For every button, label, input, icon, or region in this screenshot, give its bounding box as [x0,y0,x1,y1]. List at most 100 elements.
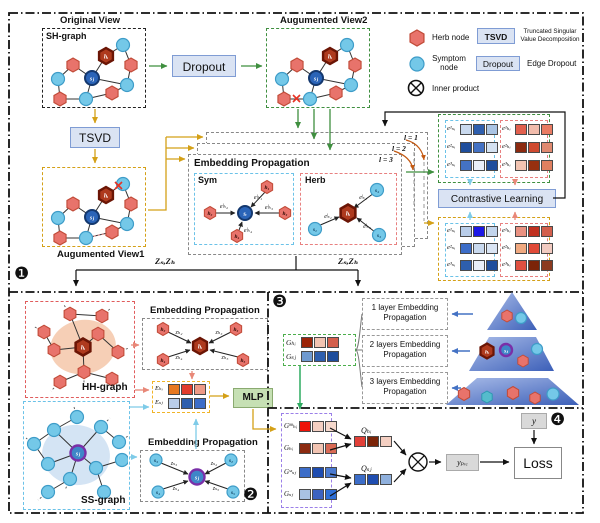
svg-text:zₕ₂: zₕ₂ [174,330,182,336]
svg-text:hᵢ: hᵢ [104,194,108,200]
embed-row [515,142,554,153]
qs-label: Qₛⱼ [361,464,372,473]
sym-title: Sym [198,175,218,185]
ep-hh-box: h₂ h₃ h₄ h₅ hᵢ zₕ₂ zₕ₃ zₕ₄ zₕ₅ [142,318,268,370]
embed-row [460,124,499,135]
z-label-left: Zₛ,Zₕ [155,256,176,266]
ss-graph-label: SS-graph [81,495,126,506]
svg-text:zₛ₂: zₛ₂ [210,461,217,467]
svg-text:zₕ₄: zₕ₄ [174,355,182,361]
svg-text:s₃: s₃ [153,458,158,464]
layer3-tag: l = 3 [379,155,393,164]
svg-text:zₛ₅: zₛ₅ [212,486,219,492]
svg-text:zₛ₃: zₛ₃ [170,461,177,467]
pyramid-arrows [451,311,473,391]
svg-text:eˡₛ₄: eˡₛ₄ [359,195,367,201]
fused-embeddings-box: Eₕᵢ Eₛⱼ [152,381,210,413]
view1-herb-embeddings: e¹ₕᵢ e²ₕᵢ e³ₕᵢ [500,223,553,277]
embed-row [168,398,207,409]
svg-text:s₅: s₅ [230,490,235,496]
ss-graph-box: sⱼ SS-graph [23,401,130,510]
ep-ss-box: s₃ s₂ s₄ s₅ sⱼ zₛ₃ zₛ₂ zₛ₄ zₛ₅ [140,450,245,502]
aug-view2-graph: hᵢ sⱼ [267,37,369,107]
embed-row [301,337,340,348]
pyramid-sj-label: sⱼ [503,349,508,355]
loss-box: Loss [514,447,562,479]
pyramid: hᵢ sⱼ [446,292,579,405]
svg-text:h₄: h₄ [235,234,240,240]
legend-inner-product-icon [407,79,425,97]
pyramid-sj-node [498,342,514,358]
original-view-box: SH-graph hᵢ sⱼ [42,28,146,108]
y-box: y [521,413,547,429]
legend-inner-product-label: Inner product [432,84,480,93]
svg-text:eˡₕ₁: eˡₕ₁ [254,195,262,201]
embed-row [299,489,338,500]
svg-text:h₅: h₅ [241,358,246,364]
svg-text:hᵢ: hᵢ [328,55,332,61]
svg-text:s₃: s₃ [376,233,381,239]
embed-row [301,351,340,362]
svg-text:s₂: s₂ [228,458,233,464]
herb-title: Herb [305,175,326,185]
view1-embeddings-box: e¹ₛᵢ e²ₛᵢ e³ₛᵢ e¹ₕᵢ e²ₕᵢ e³ₕᵢ [438,217,553,281]
embed-row [168,384,207,395]
ep-hh-title: Embedding Propagation [150,305,260,316]
g-embeddings-box: Gₕᵢ Gₛⱼ [283,334,356,366]
badge-1: ❶ [14,264,30,283]
svg-text:sᵢ: sᵢ [242,212,246,218]
pyramid-symptom-node [514,311,528,325]
svg-text:hᵢ: hᵢ [346,212,350,218]
svg-text:s₄: s₄ [374,188,379,194]
view2-sym-embeddings: e¹ₛᵢ e²ₛᵢ e³ₛᵢ [445,120,498,178]
embed-row [515,226,554,237]
view2-herb-embeddings: e¹ₕᵢ e²ₕᵢ e³ₕᵢ [500,120,553,178]
legend-symptom-icon [409,56,425,72]
layer1-tag: l = 1 [404,133,418,142]
embed-row [460,226,499,237]
qs-row [354,474,393,485]
aug-view2-box: hᵢ sⱼ [266,28,370,108]
hh-graph-label: HH-graph [82,382,128,393]
qh-row [354,436,393,447]
hh-graph-box: hᵢ HH-graph [25,301,135,398]
svg-text:sⱼ: sⱼ [313,77,318,83]
legend-tsvd-desc: Truncated Singular Value Decomposition [520,28,580,43]
pyramid-hi-node [481,344,494,359]
svg-text:h₂: h₂ [161,327,166,333]
original-view-title: Original View [60,15,121,26]
aug-view1-graph: hᵢ sⱼ [43,176,145,246]
final-embeddings-box: Gʰʰₕᵢ Gₕᵢ Gˢˢₛⱼ Gₛⱼ [281,413,337,508]
hi-label: hᵢ [104,55,108,61]
svg-text:h₂: h₂ [208,211,213,217]
legend-symptom-label: Symptom node [432,54,466,73]
legend-dropout-desc: Edge Dropout [527,59,577,68]
ep-hh-graph: h₂ h₃ h₄ h₅ hᵢ zₕ₂ zₕ₃ zₕ₄ zₕ₅ [143,319,266,368]
embed-row [460,260,499,271]
legend-herb-icon [406,29,428,47]
layer3-ep-box: 3 layers Embedding Propagation [362,372,448,404]
layer2-tag: l = 2 [392,144,406,153]
svg-text:h₃: h₃ [234,327,239,333]
svg-text:h₁: h₁ [265,185,270,191]
embed-row [460,243,499,254]
svg-text:eˡₕ₄: eˡₕ₄ [244,228,252,234]
badge-4: ❹ [550,410,566,429]
pyramid-hi-label: hᵢ [485,350,489,356]
mlp-box: MLP [233,388,273,408]
ypre-box: yₚᵣₑ [446,454,479,471]
view2-embeddings-box: e¹ₛᵢ e²ₛᵢ e³ₛᵢ e¹ₕᵢ e²ₕᵢ e³ₕᵢ [438,114,553,183]
embed-row [515,260,554,271]
legend-herb-label: Herb node [432,33,470,42]
badge-3: ❸ [272,292,288,311]
qh-label: Qₕᵢ [361,426,372,435]
sj-label: sⱼ [89,77,94,83]
svg-text:eˡₕ₂: eˡₕ₂ [220,204,228,210]
sym-panel: Sym h₁ h₂ h₃ h₄ sᵢ eˡₕ₁ eˡₕ₂ eˡₕ₃ eˡₕ₄ [194,173,294,245]
aug-view1-title: Augumented View1 [57,249,145,260]
svg-text:hᵢ: hᵢ [81,346,85,352]
layer1-ep-box: 1 layer Embedding Propagation [362,298,448,330]
embed-row [460,160,499,171]
tsvd-box: TSVD [70,127,120,148]
svg-text:eˡₛ₃: eˡₛ₃ [363,224,371,230]
